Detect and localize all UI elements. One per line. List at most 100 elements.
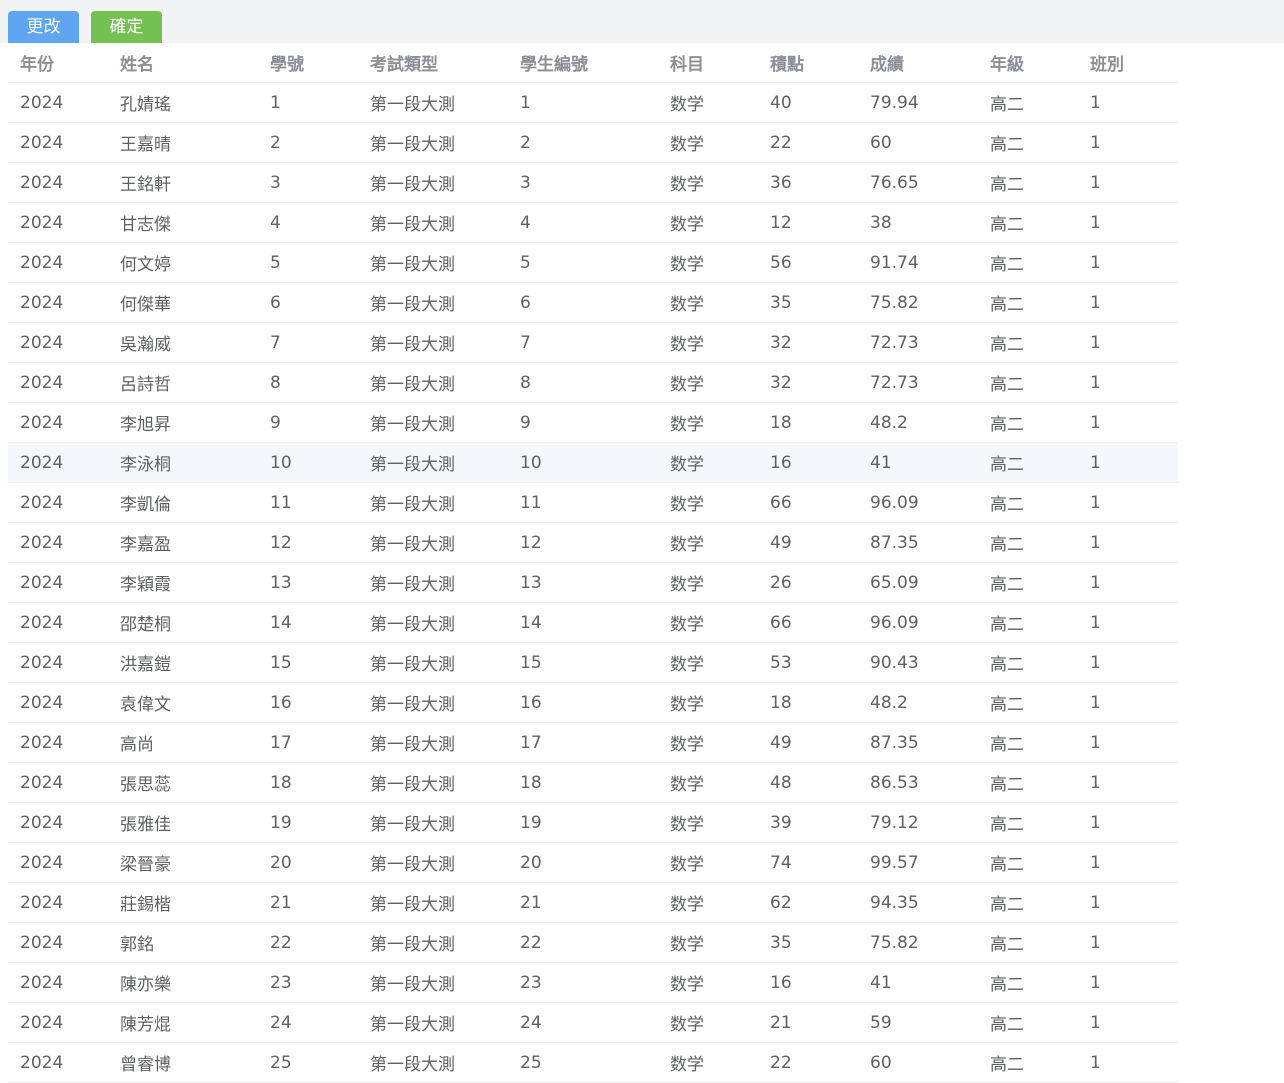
- column-header-exam-type[interactable]: 考試類型: [358, 43, 508, 83]
- cell-subject: 数学: [658, 922, 758, 963]
- cell-seat-number: 16: [258, 682, 358, 723]
- cell-student-id: 5: [508, 242, 658, 283]
- cell-class: 1: [1078, 602, 1178, 643]
- column-header-class[interactable]: 班別: [1078, 43, 1178, 83]
- column-header-seat-number[interactable]: 學號: [258, 43, 358, 83]
- cell-exam-type: 第一段大測: [358, 82, 508, 123]
- table-row[interactable]: 2024 李凱倫 11 第一段大測 11 数学 66 96.09 高二 1: [8, 482, 1178, 523]
- table-row[interactable]: 2024 張思蕊 18 第一段大測 18 数学 48 86.53 高二 1: [8, 762, 1178, 803]
- cell-points: 32: [758, 362, 858, 403]
- table-row[interactable]: 2024 甘志傑 4 第一段大測 4 数学 12 38 高二 1: [8, 202, 1178, 243]
- table-row[interactable]: 2024 郭銘 22 第一段大測 22 数学 35 75.82 高二 1: [8, 922, 1178, 963]
- column-header-score[interactable]: 成績: [858, 43, 978, 83]
- cell-student-id: 6: [508, 282, 658, 323]
- table-row[interactable]: 2024 張雅佳 19 第一段大測 19 数学 39 79.12 高二 1: [8, 802, 1178, 843]
- cell-exam-type: 第一段大測: [358, 242, 508, 283]
- table-row[interactable]: 2024 洪嘉鎧 15 第一段大測 15 数学 53 90.43 高二 1: [8, 642, 1178, 683]
- cell-name: 王嘉晴: [108, 122, 258, 163]
- column-header-student-id[interactable]: 學生編號: [508, 43, 658, 83]
- cell-year: 2024: [8, 202, 108, 243]
- cell-class: 1: [1078, 482, 1178, 523]
- table-row[interactable]: 2024 李嘉盈 12 第一段大測 12 数学 49 87.35 高二 1: [8, 522, 1178, 563]
- cell-year: 2024: [8, 402, 108, 443]
- cell-year: 2024: [8, 362, 108, 403]
- table-row[interactable]: 2024 王銘軒 3 第一段大測 3 数学 36 76.65 高二 1: [8, 162, 1178, 203]
- cell-student-id: 22: [508, 922, 658, 963]
- table-row[interactable]: 2024 何文婷 5 第一段大測 5 数学 56 91.74 高二 1: [8, 242, 1178, 283]
- cell-year: 2024: [8, 162, 108, 203]
- cell-exam-type: 第一段大測: [358, 562, 508, 603]
- table-row[interactable]: 2024 李泳桐 10 第一段大測 10 数学 16 41 高二 1: [8, 442, 1178, 483]
- table-row[interactable]: 2024 袁偉文 16 第一段大測 16 数学 18 48.2 高二 1: [8, 682, 1178, 723]
- confirm-button[interactable]: 確定: [91, 11, 162, 43]
- cell-grade: 高二: [978, 362, 1078, 403]
- cell-points: 32: [758, 322, 858, 363]
- cell-score: 75.82: [858, 922, 978, 963]
- table-row[interactable]: 2024 邵楚桐 14 第一段大測 14 数学 66 96.09 高二 1: [8, 602, 1178, 643]
- cell-student-id: 11: [508, 482, 658, 523]
- cell-grade: 高二: [978, 722, 1078, 763]
- cell-class: 1: [1078, 162, 1178, 203]
- cell-exam-type: 第一段大測: [358, 842, 508, 883]
- cell-exam-type: 第一段大測: [358, 522, 508, 563]
- cell-grade: 高二: [978, 602, 1078, 643]
- column-header-subject[interactable]: 科目: [658, 43, 758, 83]
- cell-seat-number: 10: [258, 442, 358, 483]
- cell-student-id: 21: [508, 882, 658, 923]
- table-row[interactable]: 2024 何傑華 6 第一段大測 6 数学 35 75.82 高二 1: [8, 282, 1178, 323]
- table-row[interactable]: 2024 李旭昇 9 第一段大測 9 数学 18 48.2 高二 1: [8, 402, 1178, 443]
- cell-student-id: 14: [508, 602, 658, 643]
- cell-name: 吳瀚威: [108, 322, 258, 363]
- cell-student-id: 16: [508, 682, 658, 723]
- cell-points: 36: [758, 162, 858, 203]
- cell-score: 60: [858, 122, 978, 163]
- table-row[interactable]: 2024 陳亦樂 23 第一段大測 23 数学 16 41 高二 1: [8, 962, 1178, 1003]
- cell-subject: 数学: [658, 802, 758, 843]
- cell-student-id: 19: [508, 802, 658, 843]
- cell-class: 1: [1078, 722, 1178, 763]
- cell-year: 2024: [8, 562, 108, 603]
- cell-points: 16: [758, 442, 858, 483]
- cell-points: 48: [758, 762, 858, 803]
- table-row[interactable]: 2024 莊錫楷 21 第一段大測 21 数学 62 94.35 高二 1: [8, 882, 1178, 923]
- table-row[interactable]: 2024 陳芳焜 24 第一段大測 24 数学 21 59 高二 1: [8, 1002, 1178, 1043]
- cell-points: 40: [758, 82, 858, 123]
- table-row[interactable]: 2024 孔婧瑤 1 第一段大測 1 数学 40 79.94 高二 1: [8, 82, 1178, 123]
- cell-score: 48.2: [858, 402, 978, 443]
- cell-seat-number: 23: [258, 962, 358, 1003]
- table-row[interactable]: 2024 吳瀚威 7 第一段大測 7 数学 32 72.73 高二 1: [8, 322, 1178, 363]
- cell-score: 48.2: [858, 682, 978, 723]
- cell-class: 1: [1078, 842, 1178, 883]
- cell-name: 李泳桐: [108, 442, 258, 483]
- table-row[interactable]: 2024 李穎霞 13 第一段大測 13 数学 26 65.09 高二 1: [8, 562, 1178, 603]
- column-header-points[interactable]: 積點: [758, 43, 858, 83]
- cell-subject: 数学: [658, 442, 758, 483]
- table-row[interactable]: 2024 王嘉晴 2 第一段大測 2 数学 22 60 高二 1: [8, 122, 1178, 163]
- cell-exam-type: 第一段大測: [358, 122, 508, 163]
- column-header-year[interactable]: 年份: [8, 43, 108, 83]
- cell-subject: 数学: [658, 482, 758, 523]
- column-header-grade[interactable]: 年級: [978, 43, 1078, 83]
- edit-button[interactable]: 更改: [8, 11, 79, 43]
- cell-score: 59: [858, 1002, 978, 1043]
- cell-points: 74: [758, 842, 858, 883]
- cell-subject: 数学: [658, 762, 758, 803]
- table-row[interactable]: 2024 梁晉豪 20 第一段大測 20 数学 74 99.57 高二 1: [8, 842, 1178, 883]
- cell-points: 62: [758, 882, 858, 923]
- table-row[interactable]: 2024 高尚 17 第一段大測 17 数学 49 87.35 高二 1: [8, 722, 1178, 763]
- cell-subject: 数学: [658, 602, 758, 643]
- cell-class: 1: [1078, 402, 1178, 443]
- cell-exam-type: 第一段大測: [358, 1042, 508, 1083]
- table-row[interactable]: 2024 曾睿博 25 第一段大測 25 数学 22 60 高二 1: [8, 1042, 1178, 1083]
- cell-score: 99.57: [858, 842, 978, 883]
- table-row[interactable]: 2024 呂詩哲 8 第一段大測 8 数学 32 72.73 高二 1: [8, 362, 1178, 403]
- cell-subject: 数学: [658, 242, 758, 283]
- cell-subject: 数学: [658, 82, 758, 123]
- cell-seat-number: 18: [258, 762, 358, 803]
- cell-exam-type: 第一段大測: [358, 962, 508, 1003]
- column-header-name[interactable]: 姓名: [108, 43, 258, 83]
- cell-seat-number: 11: [258, 482, 358, 523]
- cell-student-id: 23: [508, 962, 658, 1003]
- cell-year: 2024: [8, 242, 108, 283]
- cell-score: 96.09: [858, 602, 978, 643]
